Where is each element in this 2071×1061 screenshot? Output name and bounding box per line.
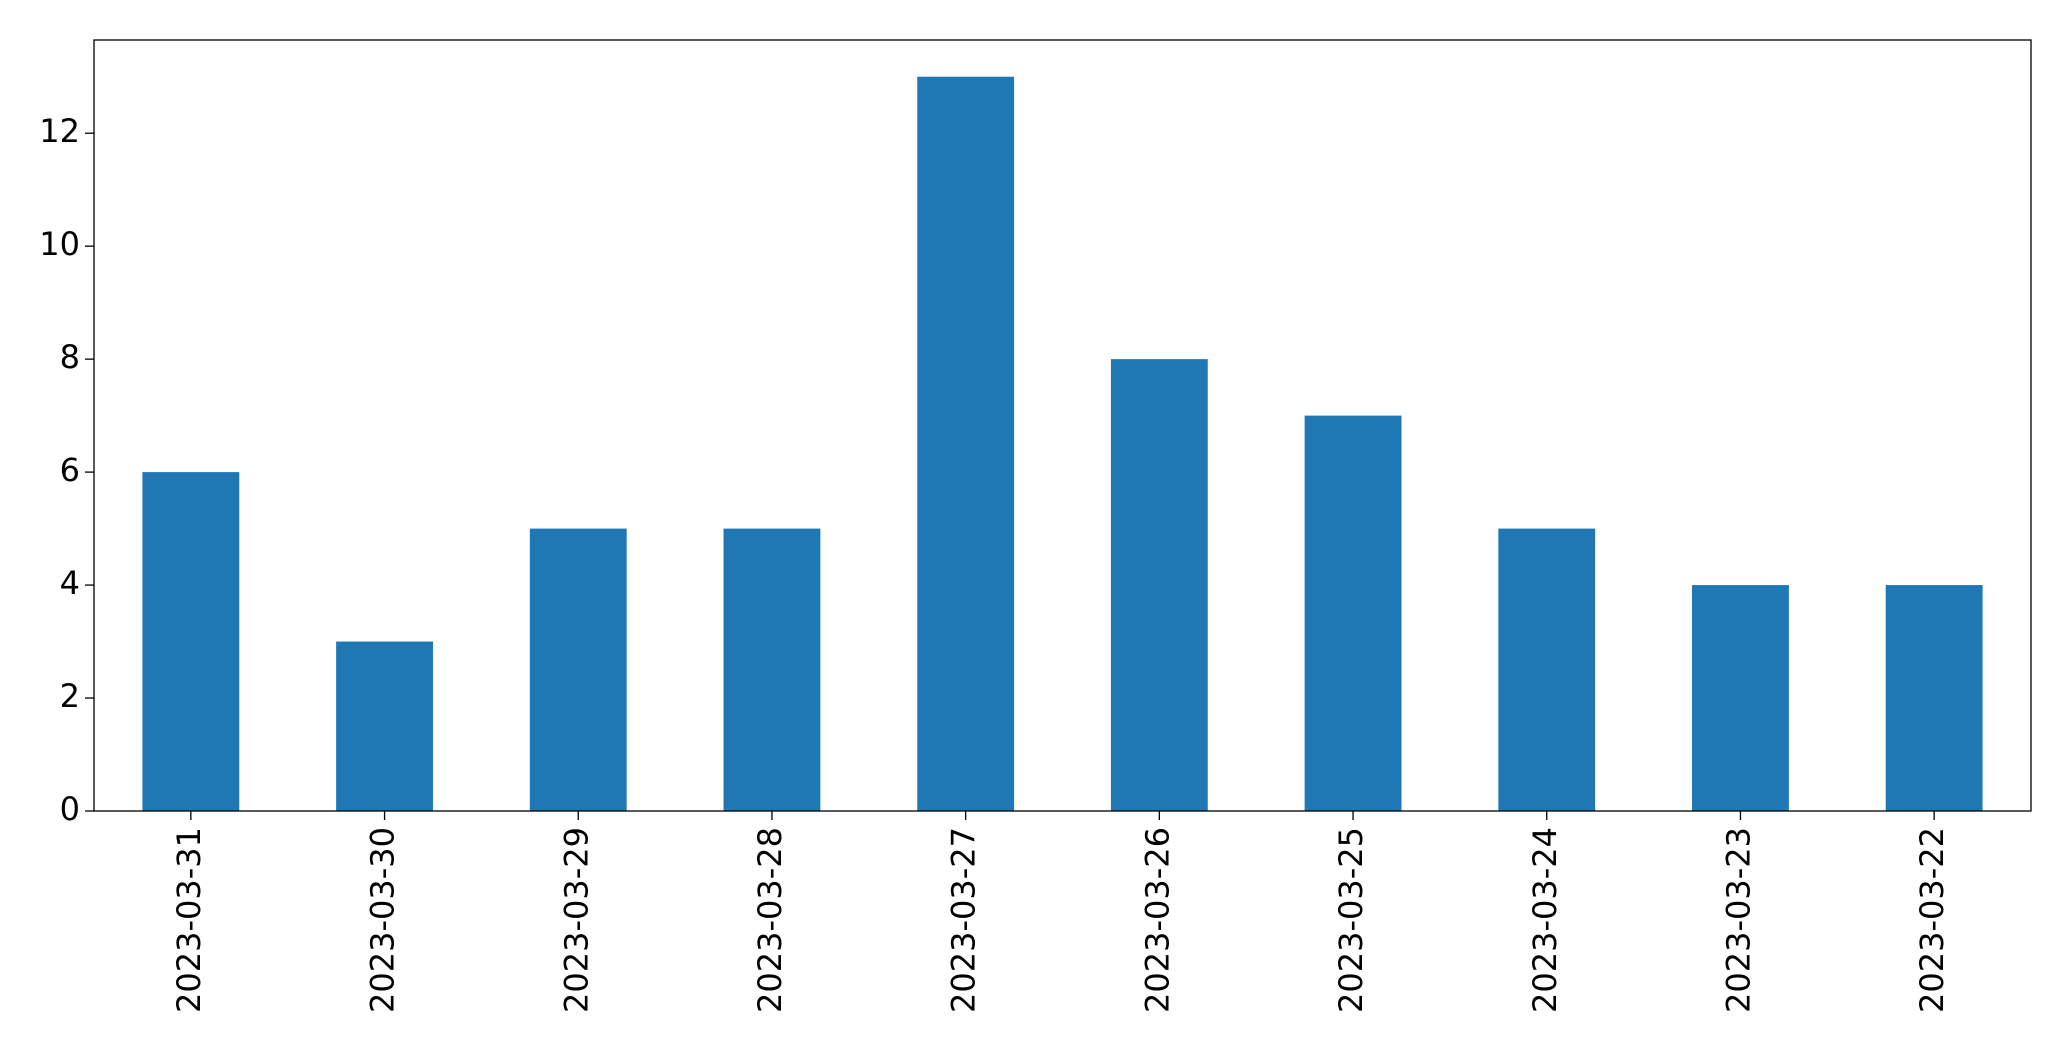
y-tick-label: 8 <box>60 338 80 376</box>
bar <box>723 528 821 811</box>
bar <box>1110 359 1208 811</box>
x-tick-label: 2023-03-28 <box>751 827 789 1013</box>
x-tick-label: 2023-03-22 <box>1913 827 1951 1013</box>
x-tick-label: 2023-03-27 <box>945 827 983 1013</box>
plot-frame <box>93 39 2032 812</box>
x-tick-label: 2023-03-30 <box>364 827 402 1013</box>
x-tick-label: 2023-03-26 <box>1138 827 1176 1013</box>
y-tick-label: 10 <box>39 225 80 263</box>
bar <box>1304 415 1402 811</box>
bar <box>1498 528 1596 811</box>
bar <box>336 641 433 811</box>
bar <box>529 528 627 811</box>
x-tick-label: 2023-03-25 <box>1332 827 1370 1013</box>
x-tick-label: 2023-03-24 <box>1526 827 1564 1013</box>
bar <box>1692 585 1789 811</box>
y-tick-label: 6 <box>60 451 80 489</box>
bar <box>1885 585 1983 811</box>
x-tick-label: 2023-03-23 <box>1719 827 1757 1013</box>
x-tick-label: 2023-03-29 <box>557 827 595 1013</box>
bar <box>142 472 240 811</box>
y-tick-label: 4 <box>60 564 80 602</box>
y-tick-label: 2 <box>60 677 80 715</box>
y-tick-label: 0 <box>60 790 80 828</box>
x-tick-label: 2023-03-31 <box>170 827 208 1013</box>
y-tick-label: 12 <box>39 112 80 150</box>
bar <box>917 76 1015 811</box>
